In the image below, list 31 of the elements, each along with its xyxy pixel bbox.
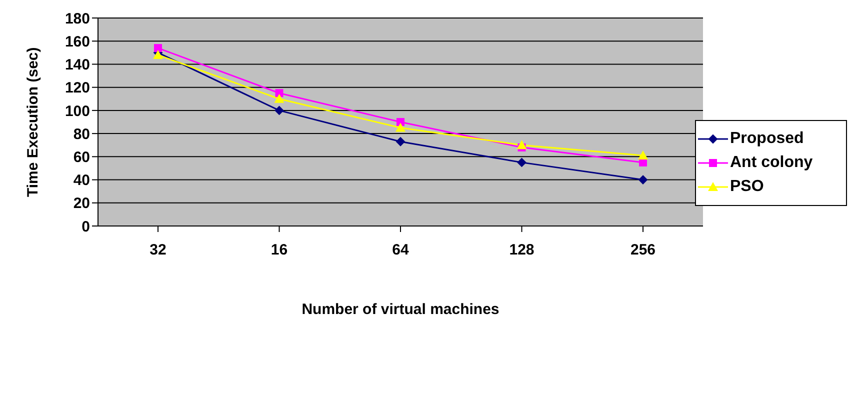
- point: [517, 158, 526, 167]
- x-tick-label: 16: [270, 242, 288, 259]
- point: [638, 150, 648, 160]
- y-tick-label: 180: [64, 10, 90, 28]
- x-tick-label: 32: [150, 242, 166, 259]
- point: [396, 137, 405, 146]
- legend-label: Proposed: [730, 130, 804, 148]
- y-tick-label: 80: [73, 126, 90, 143]
- point: [154, 44, 162, 52]
- x-tick-label: 256: [630, 242, 656, 259]
- y-tick-label: 160: [64, 33, 90, 50]
- y-tick-label: 20: [73, 195, 90, 212]
- x-tick-label: 64: [392, 242, 410, 259]
- y-tick-label: 0: [82, 218, 90, 236]
- point: [638, 175, 648, 184]
- y-tick-label: 100: [64, 102, 90, 120]
- y-tick-label: 120: [64, 80, 90, 97]
- point: [516, 140, 527, 150]
- point: [274, 94, 284, 103]
- x-axis-title: Number of virtual machines: [302, 301, 500, 318]
- y-tick-label: 140: [64, 56, 90, 74]
- y-tick-label: 60: [73, 148, 90, 166]
- point: [396, 122, 406, 132]
- y-axis-title: Time Execution (sec): [24, 47, 42, 197]
- point: [274, 106, 284, 115]
- point: [275, 89, 284, 98]
- y-tick-label: 40: [73, 172, 90, 190]
- legend-label: Ant colony: [730, 154, 813, 172]
- x-tick-label: 128: [509, 242, 534, 259]
- legend-label: PSO: [730, 178, 764, 196]
- point: [396, 118, 404, 126]
